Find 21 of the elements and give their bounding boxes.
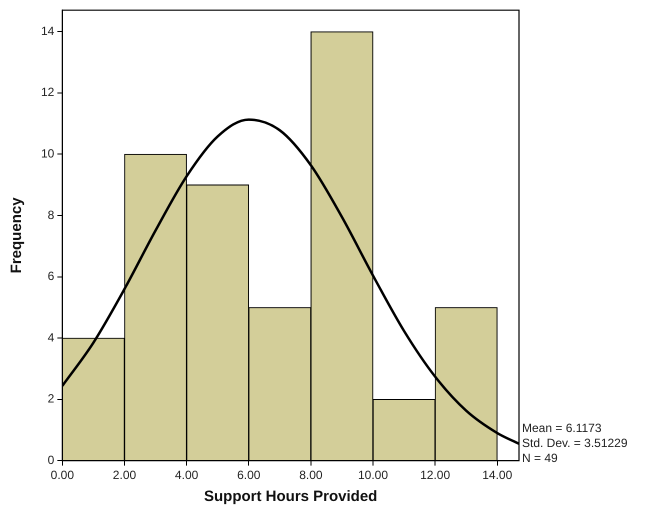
y-tick-label: 6 bbox=[48, 269, 55, 284]
text: Mean = 6.1173 bbox=[522, 420, 602, 435]
text: N = 49 bbox=[522, 450, 558, 465]
y-tick-label: 2 bbox=[48, 392, 55, 406]
x-tick-label: 2.00 bbox=[112, 468, 136, 482]
y-tick-label: 14 bbox=[40, 24, 55, 38]
y-tick-label: 0 bbox=[48, 452, 55, 467]
x-tick-label: 4.00 bbox=[174, 468, 199, 482]
x-tick-label: 12.00 bbox=[420, 468, 450, 482]
y-tick-label: 4 bbox=[48, 330, 55, 344]
y-tick-label: 12 bbox=[40, 85, 55, 100]
y-tick-label: 8 bbox=[48, 208, 55, 222]
x-tick-label: 6.00 bbox=[237, 468, 261, 482]
x-tick-label: 8.00 bbox=[299, 468, 323, 482]
x-tick-label: 0.00 bbox=[50, 468, 74, 482]
text: Std. Dev. = 3.51229 bbox=[522, 436, 628, 450]
x-tick-label: 14.00 bbox=[482, 468, 513, 482]
y-tick-label: 10 bbox=[40, 146, 55, 161]
x-tick-label: 10.00 bbox=[358, 468, 388, 482]
x-axis-title: Support Hours Provided bbox=[204, 488, 378, 506]
y-axis-title: Frequency bbox=[8, 196, 26, 274]
